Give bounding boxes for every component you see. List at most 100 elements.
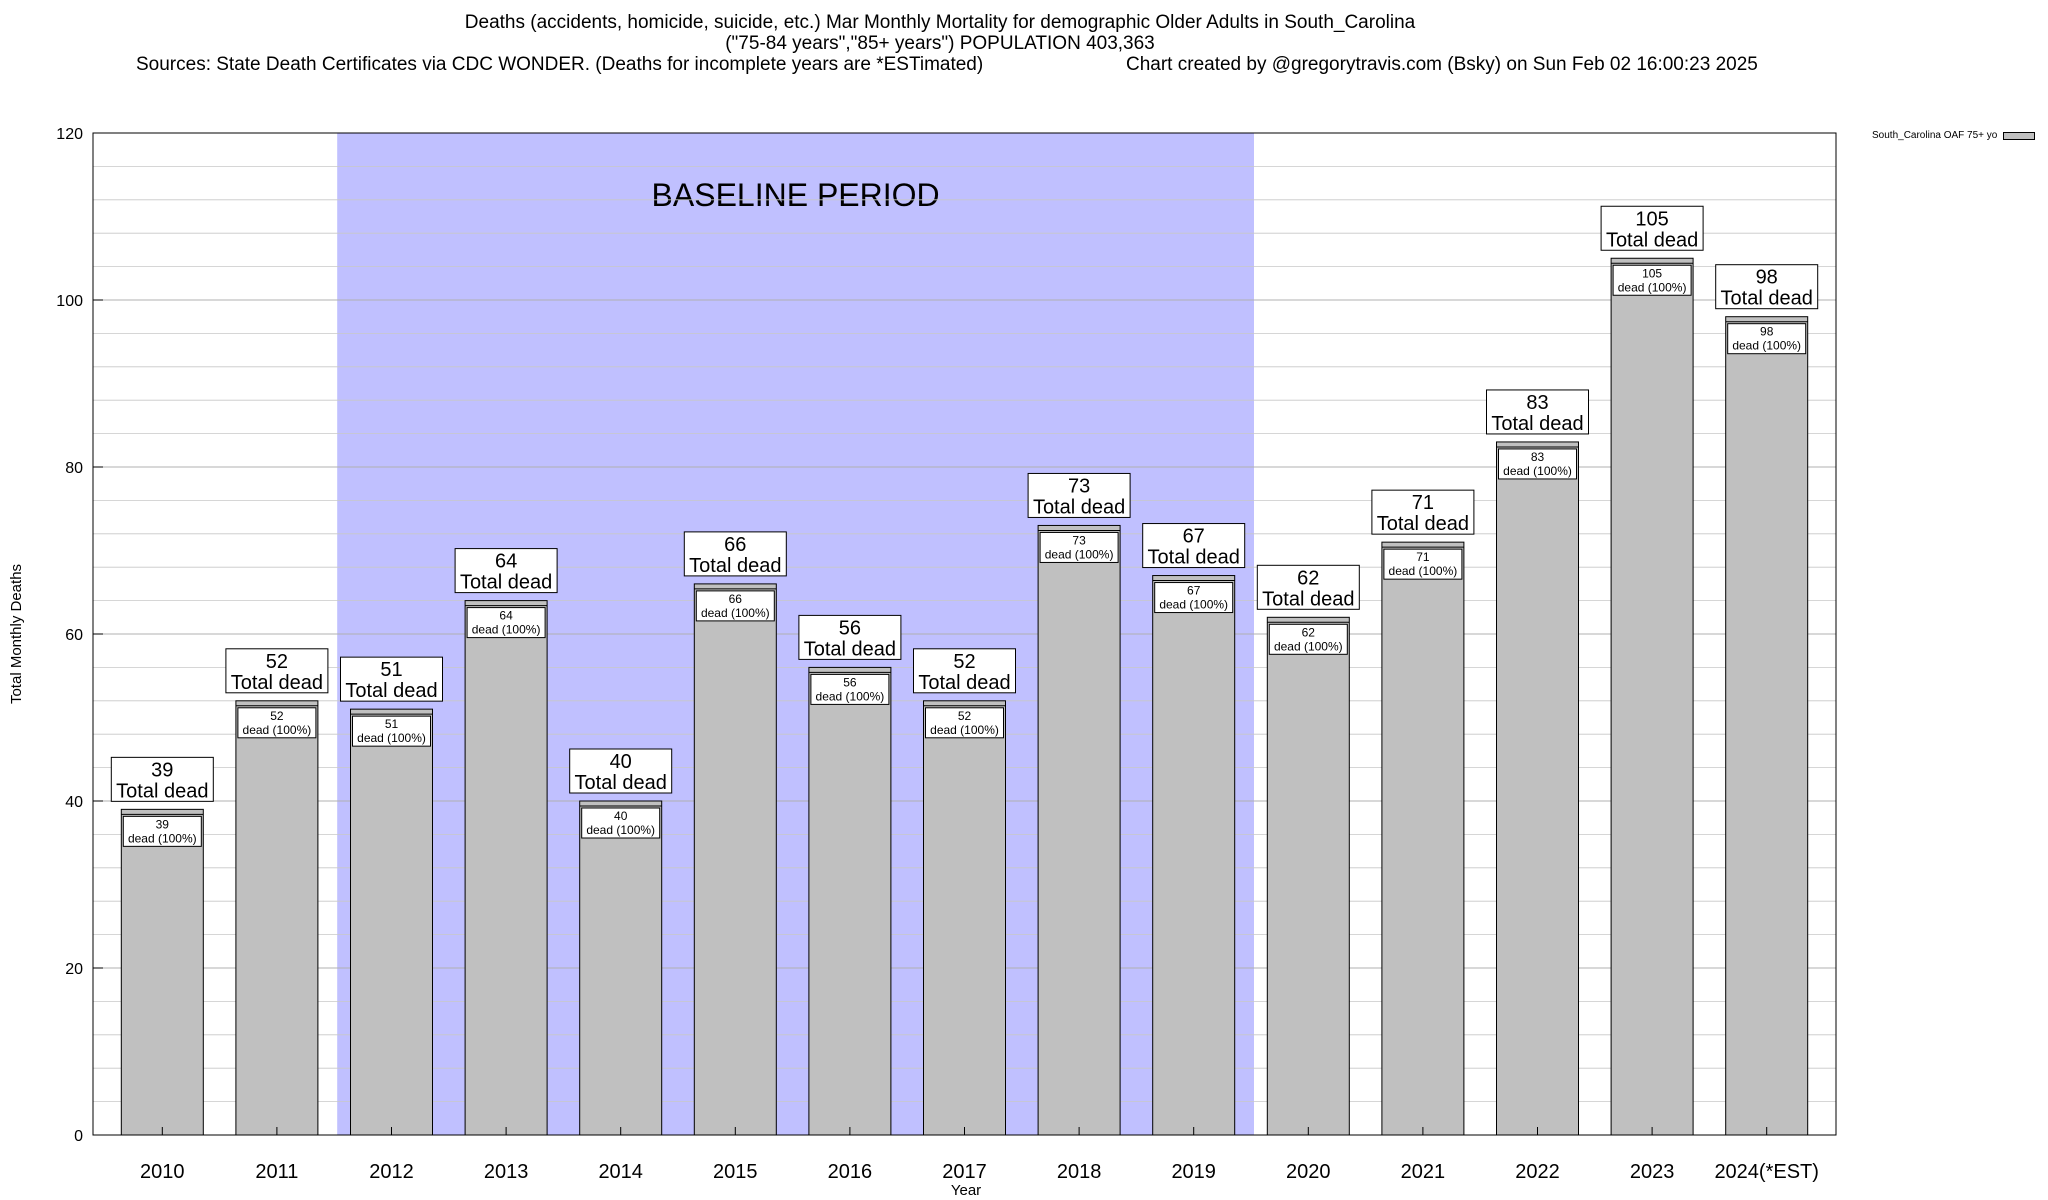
total-label-box xyxy=(1371,489,1475,535)
total-label-box xyxy=(1600,205,1704,251)
total-label-text: Total dead xyxy=(460,572,552,594)
total-label-value: 39 xyxy=(151,759,173,781)
total-label-value: 73 xyxy=(1068,475,1090,497)
total-label-value: 40 xyxy=(610,751,632,773)
total-label-box xyxy=(225,648,329,694)
bar-2017 xyxy=(923,700,1006,1136)
bar-2019 xyxy=(1152,575,1236,1136)
legend-label: South_Carolina OAF 75+ yo xyxy=(1872,130,1998,141)
y-tick-label: 40 xyxy=(65,794,83,811)
total-label-text: Total dead xyxy=(804,638,896,660)
total-label-value: 64 xyxy=(495,551,517,573)
total-label-box xyxy=(683,531,787,577)
inner-label-box xyxy=(122,815,202,847)
inner-label-text: dead (100%) xyxy=(472,623,541,637)
x-tick-label: 2014 xyxy=(598,1161,643,1183)
total-label-text: Total dead xyxy=(345,680,437,702)
inner-label-box xyxy=(1383,548,1463,580)
bar-2014 xyxy=(579,800,663,1136)
x-tick-label: 2017 xyxy=(942,1161,987,1183)
title-line-2: ("75-84 years","85+ years") POPULATION 4… xyxy=(725,33,1155,54)
x-tick-label: 2024(*EST) xyxy=(1714,1161,1819,1183)
inner-label-value: 83 xyxy=(1531,450,1545,464)
inner-label-box xyxy=(466,607,546,639)
inner-label-text: dead (100%) xyxy=(1389,564,1458,578)
x-axis-label: Year xyxy=(951,1182,981,1199)
total-label-text: Total dead xyxy=(575,772,667,794)
inner-label-text: dead (100%) xyxy=(1618,280,1687,294)
inner-label-text: dead (100%) xyxy=(1274,639,1343,653)
total-label-box xyxy=(1256,564,1360,610)
total-label-box xyxy=(798,614,902,660)
y-axis-label: Total Monthly Deaths xyxy=(8,564,25,704)
inner-label-value: 67 xyxy=(1187,584,1201,598)
x-tick-label: 2015 xyxy=(713,1161,758,1183)
x-tick-label: 2012 xyxy=(369,1161,414,1183)
y-tick-label: 100 xyxy=(56,293,83,310)
x-tick-label: 2011 xyxy=(255,1161,298,1183)
inner-label-value: 71 xyxy=(1416,550,1430,564)
inner-label-value: 66 xyxy=(729,592,743,606)
total-label-text: Total dead xyxy=(1148,547,1240,569)
total-label-box xyxy=(454,548,558,594)
bar-2011 xyxy=(235,700,319,1136)
y-tick-label: 20 xyxy=(65,961,83,978)
x-tick-label: 2010 xyxy=(140,1161,185,1183)
total-label-box xyxy=(913,648,1016,694)
y-tick-label: 60 xyxy=(65,627,83,644)
total-label-box xyxy=(569,748,673,794)
legend: South_Carolina OAF 75+ yo xyxy=(1872,130,2036,141)
bar-2024(*EST) xyxy=(1725,316,1809,1136)
inner-label-text: dead (100%) xyxy=(1503,464,1572,478)
total-label-box xyxy=(1142,523,1246,569)
chart-credit: Chart created by @gregorytravis.com (Bsk… xyxy=(1126,54,1758,75)
inner-label-text: dead (100%) xyxy=(1045,547,1114,561)
inner-label-box xyxy=(1154,582,1234,614)
inner-label-value: 62 xyxy=(1302,625,1316,639)
inner-label-box xyxy=(1498,448,1577,480)
inner-label-value: 51 xyxy=(385,717,399,731)
x-tick-label: 2013 xyxy=(484,1161,529,1183)
total-label-text: Total dead xyxy=(1377,513,1469,535)
total-label-value: 66 xyxy=(724,534,746,556)
inner-label-text: dead (100%) xyxy=(243,723,312,737)
inner-label-text: dead (100%) xyxy=(1159,598,1228,612)
inner-label-box xyxy=(1727,323,1807,355)
inner-label-text: dead (100%) xyxy=(586,823,655,837)
inner-label-value: 39 xyxy=(156,817,170,831)
x-tick-label: 2022 xyxy=(1515,1161,1560,1183)
inner-label-value: 64 xyxy=(499,609,513,623)
bar-2015 xyxy=(693,583,777,1136)
x-tick-label: 2016 xyxy=(828,1161,873,1183)
inner-label-value: 98 xyxy=(1760,325,1774,339)
total-label-text: Total dead xyxy=(1606,229,1698,251)
inner-label-box xyxy=(1268,623,1348,655)
inner-label-box xyxy=(695,590,775,622)
inner-label-value: 56 xyxy=(843,675,857,689)
baseline-period-label: BASELINE PERIOD xyxy=(652,177,940,213)
inner-label-value: 52 xyxy=(958,709,972,723)
total-label-box xyxy=(1027,472,1131,518)
total-label-text: Total dead xyxy=(1262,588,1354,610)
total-label-value: 56 xyxy=(839,617,861,639)
bar-2022 xyxy=(1496,441,1579,1136)
bar-2023 xyxy=(1610,257,1694,1136)
legend-swatch xyxy=(2003,131,2036,140)
total-label-box xyxy=(340,656,443,702)
bar-2013 xyxy=(464,600,548,1136)
bar-2012 xyxy=(350,708,433,1136)
bar-2020 xyxy=(1266,616,1350,1136)
x-tick-label: 2019 xyxy=(1171,1161,1216,1183)
y-tick-label: 120 xyxy=(56,126,83,143)
inner-label-text: dead (100%) xyxy=(128,831,197,845)
total-label-value: 52 xyxy=(953,651,975,673)
total-label-box xyxy=(1715,264,1819,310)
total-label-text: Total dead xyxy=(1721,288,1813,310)
inner-label-box xyxy=(1612,264,1692,296)
inner-label-box xyxy=(925,707,1004,739)
total-label-value: 83 xyxy=(1526,392,1548,414)
inner-label-box xyxy=(1039,531,1119,563)
total-label-text: Total dead xyxy=(116,780,208,802)
inner-label-text: dead (100%) xyxy=(701,606,770,620)
total-label-text: Total dead xyxy=(1033,496,1125,518)
